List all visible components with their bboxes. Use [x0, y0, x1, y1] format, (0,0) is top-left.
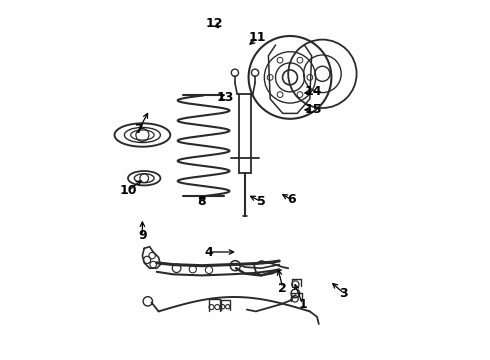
Text: 6: 6 — [288, 193, 296, 206]
Text: 1: 1 — [298, 298, 307, 311]
Text: 13: 13 — [217, 91, 234, 104]
Text: 8: 8 — [197, 195, 206, 208]
Text: 7: 7 — [134, 123, 143, 136]
Text: 4: 4 — [205, 246, 213, 258]
Text: 15: 15 — [305, 103, 322, 116]
Text: 14: 14 — [305, 85, 322, 98]
Text: 9: 9 — [138, 229, 147, 242]
Text: 3: 3 — [340, 287, 348, 300]
Text: 2: 2 — [278, 282, 287, 294]
Text: 5: 5 — [257, 195, 266, 208]
Text: 10: 10 — [119, 184, 137, 197]
Text: 12: 12 — [206, 17, 223, 30]
Text: 11: 11 — [249, 31, 267, 44]
